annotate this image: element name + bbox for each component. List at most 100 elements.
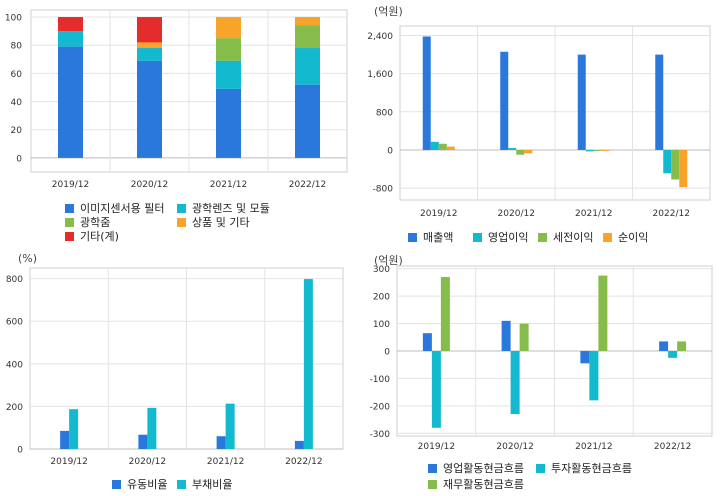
legend-item: 광학렌즈 및 모듈 xyxy=(177,200,270,216)
legend-label: 영업이익 xyxy=(488,231,529,244)
bar xyxy=(577,54,586,150)
bar xyxy=(137,42,162,49)
ratios-chart: 0 200 400 600 800 2019/12 2020/12 2021/12 2022/1… xyxy=(6,267,344,467)
legend-label: 투자활동현금흐름 xyxy=(551,462,632,475)
cashflow-panel: (억원) -300 -200 -100 0 100 200 300 2019/12 2020/1… xyxy=(360,248,720,496)
legend-swatch xyxy=(177,217,186,227)
bar xyxy=(137,17,162,43)
x-tick-label: 2020/12 xyxy=(496,442,533,452)
y-tick-label: 400 xyxy=(6,360,23,370)
bar xyxy=(430,141,439,150)
legend-label: 기타(계) xyxy=(80,230,119,243)
x-tick-label: 2020/12 xyxy=(129,457,166,467)
legend-item: 이미지센서용 필터 xyxy=(65,200,164,216)
bar xyxy=(69,409,79,449)
bar xyxy=(137,48,162,61)
bar xyxy=(422,333,432,351)
y-tick-label: 0 xyxy=(16,154,22,164)
product-mix-panel: 0 20 40 60 80 100 2019/12 2020/12 2021/12 2022/12… xyxy=(0,0,360,248)
bar xyxy=(524,149,533,154)
legend-item: 기타(계) xyxy=(65,228,119,244)
legend-swatch xyxy=(177,479,186,489)
bar xyxy=(60,430,70,449)
x-tick-label: 2022/12 xyxy=(289,180,326,190)
cashflow-unit-label: (억원) xyxy=(374,254,403,267)
y-tick-label: 600 xyxy=(6,318,23,328)
cashflow-legend: 영업활동현금흐름 투자활동현금흐름 재무활동현금흐름 xyxy=(360,248,720,496)
y-tick-label: 200 xyxy=(6,403,23,413)
bar xyxy=(216,17,241,39)
bar xyxy=(589,351,599,401)
bar xyxy=(295,17,320,26)
legend-item: 상품 및 기타 xyxy=(177,214,250,230)
y-tick-label: 20 xyxy=(11,126,23,136)
x-tick-label: 2022/12 xyxy=(285,457,322,467)
legend-label: 유동비율 xyxy=(127,478,168,491)
bar xyxy=(138,434,148,449)
legend-label: 재무활동현금흐름 xyxy=(443,478,524,491)
x-tick-label: 2022/12 xyxy=(654,442,691,452)
legend-item: 영업활동현금흐름 xyxy=(428,460,524,476)
legend-swatch xyxy=(603,232,612,242)
bar xyxy=(431,351,441,428)
x-tick-label: 2022/12 xyxy=(653,209,690,219)
bar xyxy=(580,351,590,364)
legend-label: 광학줌 xyxy=(80,216,111,229)
y-tick-label: 80 xyxy=(11,42,23,52)
bar xyxy=(147,407,157,449)
bar xyxy=(438,143,447,150)
bar xyxy=(58,46,83,158)
legend-label: 영업활동현금흐름 xyxy=(443,462,524,475)
y-tick-label: 0 xyxy=(17,446,23,456)
y-tick-label: 100 xyxy=(5,14,22,24)
x-tick-label: 2019/12 xyxy=(420,209,457,219)
x-tick-label: 2019/12 xyxy=(50,457,87,467)
bar xyxy=(519,323,529,351)
bar xyxy=(295,25,320,49)
legend-label: 상품 및 기타 xyxy=(192,216,250,229)
legend-swatch xyxy=(408,232,417,242)
x-tick-label: 2020/12 xyxy=(131,180,168,190)
bar xyxy=(58,31,83,47)
y-tick-label: -200 xyxy=(370,402,391,412)
bar xyxy=(446,146,455,150)
legend-label: 광학렌즈 및 모듈 xyxy=(192,202,270,215)
bar xyxy=(659,341,669,351)
y-tick-label: 100 xyxy=(373,320,390,330)
legend-item: 부채비율 xyxy=(177,476,232,492)
bar xyxy=(422,36,431,150)
y-tick-label: -800 xyxy=(373,185,394,195)
bar xyxy=(295,48,320,85)
y-tick-label: 1,600 xyxy=(367,70,393,80)
y-tick-label: -300 xyxy=(370,430,391,440)
legend-swatch xyxy=(112,479,121,489)
bar xyxy=(500,51,509,150)
ratios-panel: (%) 0 200 400 600 800 2019/12 2020/12 2021/12 20… xyxy=(0,248,360,496)
y-tick-label: -100 xyxy=(370,375,391,385)
x-tick-label: 2020/12 xyxy=(498,209,535,219)
bar xyxy=(655,54,664,150)
y-tick-label: 800 xyxy=(376,108,393,118)
bar xyxy=(585,149,594,152)
x-tick-label: 2019/12 xyxy=(418,442,455,452)
bar xyxy=(668,351,678,358)
y-tick-label: 2,400 xyxy=(367,32,393,42)
legend-label: 순이익 xyxy=(618,231,649,244)
legend-label: 매출액 xyxy=(423,231,454,244)
bar xyxy=(216,88,241,158)
legend-label: 부채비율 xyxy=(192,478,233,491)
y-tick-label: 60 xyxy=(11,70,23,80)
product-mix-chart: 0 20 40 60 80 100 2019/12 2020/12 2021/12 2022/12 xyxy=(5,9,348,190)
legend-swatch xyxy=(65,217,74,227)
legend-swatch xyxy=(428,463,437,473)
bar xyxy=(679,149,688,188)
x-tick-label: 2021/12 xyxy=(210,180,247,190)
legend-swatch xyxy=(65,203,74,213)
bar xyxy=(58,17,83,32)
bar xyxy=(295,84,320,158)
income-legend: 매출액 영업이익 세전이익 순이익 xyxy=(360,0,720,248)
legend-swatch xyxy=(473,232,482,242)
bar xyxy=(663,149,672,174)
bar xyxy=(216,60,241,89)
ratios-unit-label: (%) xyxy=(18,252,38,265)
